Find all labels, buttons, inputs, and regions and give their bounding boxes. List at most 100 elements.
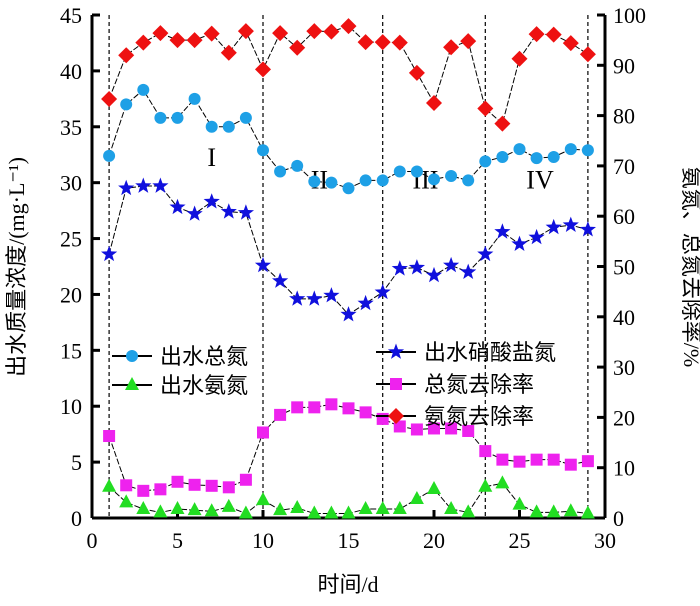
data-point-square [445, 422, 458, 435]
data-point-diamond [579, 46, 596, 63]
data-point-square [479, 445, 492, 458]
y2-tick-label: 100 [613, 3, 646, 28]
y-tick-label: 40 [60, 59, 82, 84]
data-point-circle [308, 175, 321, 188]
data-point-triangle [238, 505, 253, 519]
data-point-square [513, 455, 526, 468]
legend-marker-square [390, 378, 402, 390]
data-point-diamond [494, 115, 511, 132]
data-point-triangle [136, 501, 151, 515]
data-point-triangle [478, 478, 493, 492]
data-point-circle [103, 149, 116, 162]
data-point-square [530, 453, 543, 466]
data-point-star [374, 283, 391, 300]
y-tick-label: 20 [60, 282, 82, 307]
y2-tick-label: 80 [613, 104, 635, 129]
y2-tick-label: 0 [613, 506, 624, 531]
data-point-circle [496, 150, 509, 163]
data-point-diamond [460, 33, 477, 50]
data-point-star [169, 198, 186, 215]
data-point-circle [410, 165, 423, 178]
y-tick-label: 10 [60, 394, 82, 419]
data-point-diamond [408, 64, 425, 81]
data-point-star [237, 204, 254, 220]
data-point-square [239, 473, 252, 486]
data-point-star [460, 263, 477, 279]
data-point-square [376, 412, 389, 425]
data-point-diamond [135, 34, 152, 51]
data-point-triangle [221, 498, 236, 512]
x-tick-label: 5 [172, 528, 183, 553]
phase-label: I [207, 143, 216, 172]
data-point-triangle [273, 502, 288, 516]
data-point-triangle [170, 501, 185, 515]
y2-tick-label: 30 [613, 355, 635, 380]
data-point-diamond [528, 26, 545, 43]
data-point-square [496, 453, 509, 466]
data-point-star [425, 266, 443, 283]
data-point-diamond [152, 25, 169, 42]
data-point-triangle [495, 475, 510, 489]
data-point-triangle [119, 494, 134, 508]
legend-marker-star [387, 343, 405, 359]
data-point-triangle [341, 505, 356, 519]
y2-tick-label: 40 [613, 305, 635, 330]
data-point-star [306, 290, 323, 306]
y-axis-label: 出水质量浓度/(mg·L⁻¹) [4, 157, 29, 377]
data-point-circle [462, 174, 475, 187]
data-point-square [308, 401, 321, 414]
data-point-star [391, 260, 408, 276]
data-point-star [340, 306, 357, 322]
data-point-triangle [256, 492, 270, 506]
data-point-diamond [203, 25, 220, 42]
data-point-square [325, 398, 338, 411]
data-point-diamond [220, 44, 237, 61]
data-point-circle [291, 159, 304, 172]
data-point-square [103, 430, 116, 443]
data-point-star [408, 259, 425, 275]
data-point-square [342, 402, 355, 415]
data-point-triangle [307, 505, 322, 519]
data-point-star [545, 218, 562, 235]
data-point-star [135, 177, 152, 193]
x-tick-label: 0 [87, 528, 98, 553]
data-point-diamond [374, 34, 391, 51]
data-point-circle [428, 173, 440, 186]
data-point-triangle [580, 505, 595, 519]
data-point-square [171, 475, 184, 488]
data-point-square [581, 455, 594, 468]
data-point-triangle [546, 504, 561, 518]
legend-label: 总氮去除率 [424, 372, 534, 397]
data-point-square [222, 481, 235, 494]
data-point-diamond [340, 18, 357, 35]
data-point-square [154, 483, 167, 496]
data-point-star [528, 228, 545, 245]
data-point-square [137, 484, 150, 497]
data-point-square [359, 406, 372, 419]
data-point-square [257, 426, 269, 439]
y-tick-label: 25 [60, 227, 82, 252]
y2-tick-label: 50 [613, 255, 635, 280]
data-point-circle [274, 165, 287, 178]
data-point-triangle [324, 505, 339, 519]
data-point-triangle [444, 501, 459, 515]
data-point-circle [376, 174, 389, 187]
data-point-triangle [153, 504, 168, 518]
data-point-diamond [511, 50, 528, 67]
y2-tick-label: 10 [613, 456, 635, 481]
data-point-circle [171, 111, 184, 124]
data-point-star [118, 179, 135, 196]
y-tick-label: 0 [71, 506, 82, 531]
legend-label: 出水硝酸盐氮 [424, 340, 556, 365]
data-point-triangle [358, 501, 373, 515]
data-point-star [562, 216, 579, 232]
data-point-diamond [101, 91, 118, 108]
y-tick-label: 35 [60, 115, 82, 140]
data-point-diamond [323, 23, 340, 40]
data-point-diamond [169, 32, 186, 49]
data-point-triangle [392, 501, 407, 515]
data-point-diamond [477, 100, 494, 117]
data-point-triangle [102, 478, 117, 492]
data-point-star [443, 256, 460, 273]
